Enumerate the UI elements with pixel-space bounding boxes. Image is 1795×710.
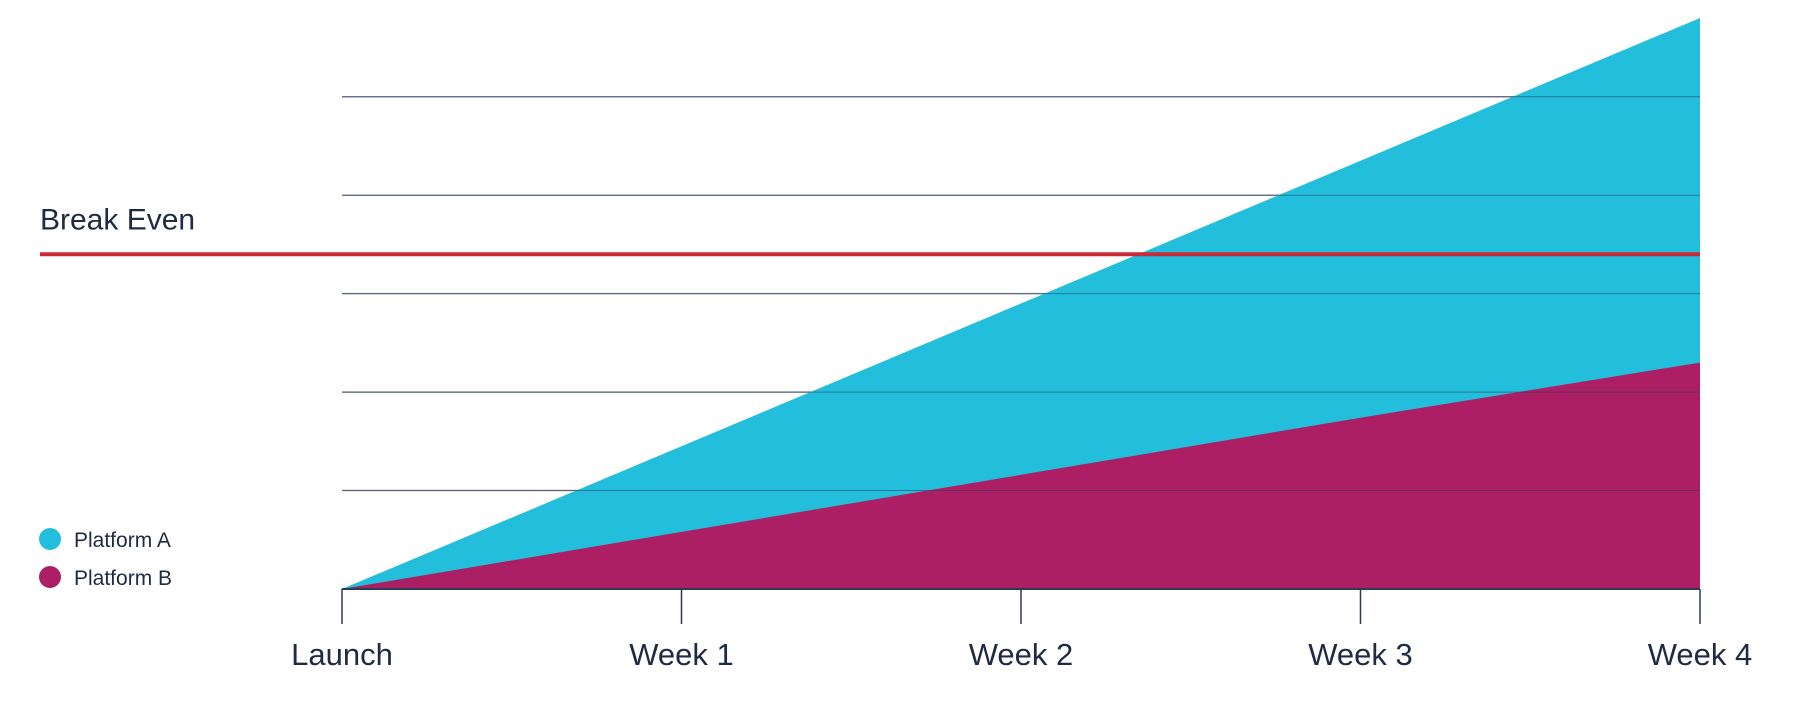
x-tick-label-3: Week 3 [1308, 637, 1413, 672]
x-tick-label-1: Week 1 [629, 637, 734, 672]
area-platform-b [342, 362, 1700, 589]
gridlines-overlay [342, 96, 1700, 492]
legend-label-platform-a: Platform A [74, 529, 171, 552]
x-tick-label-0: Launch [291, 637, 393, 672]
legend-swatch-platform-b [39, 566, 61, 588]
legend-swatch-platform-a [39, 528, 61, 550]
legend-label-platform-b: Platform B [74, 567, 172, 590]
x-tick-label-4: Week 4 [1648, 637, 1753, 672]
x-tick-label-2: Week 2 [969, 637, 1074, 672]
legend: Platform A Platform B [39, 528, 172, 590]
break-even: Break Even [40, 203, 1700, 257]
break-even-label: Break Even [40, 203, 195, 236]
x-axis: Launch Week 1 Week 2 Week 3 Week 4 [291, 588, 1753, 672]
area-series [341, 17, 1701, 590]
